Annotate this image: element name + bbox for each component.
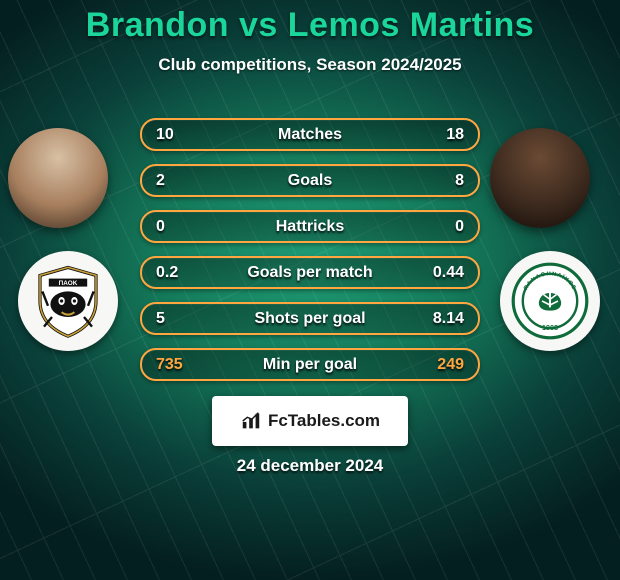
stat-right-value: 0.44 xyxy=(414,264,464,282)
svg-text:1908: 1908 xyxy=(542,323,558,332)
stat-left-value: 10 xyxy=(156,126,206,144)
club-right-crest: 1908 ΠΑΝΑΘΗΝΑΪΚΟΣ xyxy=(500,251,600,351)
stat-row: 2Goals8 xyxy=(140,164,480,197)
player-left-avatar xyxy=(8,128,108,228)
stat-right-value: 18 xyxy=(414,126,464,144)
stat-label: Goals per match xyxy=(206,264,414,282)
fctables-logo-icon xyxy=(240,410,262,432)
stat-left-value: 735 xyxy=(156,356,206,374)
svg-text:ΠAOK: ΠAOK xyxy=(59,280,78,287)
fctables-badge: FcTables.com xyxy=(212,396,408,446)
stat-label: Matches xyxy=(206,126,414,144)
stat-label: Hattricks xyxy=(206,218,414,236)
stat-right-value: 8.14 xyxy=(414,310,464,328)
stat-left-value: 2 xyxy=(156,172,206,190)
comparison-card: Brandon vs Lemos Martins Club competitio… xyxy=(0,0,620,580)
stat-row: 5Shots per goal8.14 xyxy=(140,302,480,335)
fctables-label: FcTables.com xyxy=(268,411,380,431)
paok-crest-icon: ΠAOK xyxy=(28,261,108,341)
stats-rows: 10Matches18 2Goals8 0Hattricks0 0.2Goals pe… xyxy=(140,118,480,381)
stat-row: 10Matches18 xyxy=(140,118,480,151)
stat-label: Goals xyxy=(206,172,414,190)
club-left-crest: ΠAOK xyxy=(18,251,118,351)
stat-right-value: 8 xyxy=(414,172,464,190)
stat-row: 0Hattricks0 xyxy=(140,210,480,243)
panathinaikos-crest-icon: 1908 ΠΑΝΑΘΗΝΑΪΚΟΣ xyxy=(510,261,590,341)
stat-right-value: 249 xyxy=(414,356,464,374)
stat-left-value: 0 xyxy=(156,218,206,236)
stat-row: 0.2Goals per match0.44 xyxy=(140,256,480,289)
stat-label: Min per goal xyxy=(206,356,414,374)
stat-row: 735Min per goal249 xyxy=(140,348,480,381)
stat-right-value: 0 xyxy=(414,218,464,236)
stats-area: ΠAOK 1908 xyxy=(0,118,620,381)
stat-left-value: 0.2 xyxy=(156,264,206,282)
stat-label: Shots per goal xyxy=(206,310,414,328)
page-title: Brandon vs Lemos Martins xyxy=(0,0,620,45)
content: Brandon vs Lemos Martins Club competitio… xyxy=(0,0,620,580)
player-right-avatar xyxy=(490,128,590,228)
subtitle: Club competitions, Season 2024/2025 xyxy=(0,55,620,75)
date-text: 24 december 2024 xyxy=(0,456,620,476)
stat-left-value: 5 xyxy=(156,310,206,328)
